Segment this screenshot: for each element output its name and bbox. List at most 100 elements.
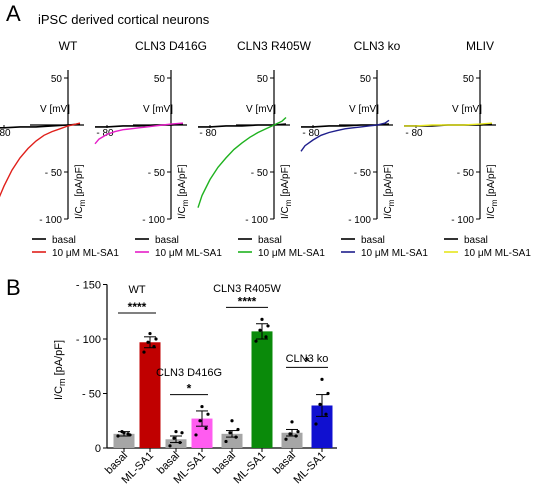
data-point [254, 339, 258, 343]
x-tick-label: - 80 [199, 128, 217, 139]
data-point [266, 324, 270, 328]
data-point [172, 436, 176, 440]
y-axis-label: I/Cm [pA/pF] [177, 164, 190, 219]
significance-label: **** [238, 294, 257, 308]
data-point [206, 412, 210, 416]
data-point [116, 434, 120, 438]
data-point [324, 412, 328, 416]
data-point [294, 434, 298, 438]
group-name: CLN3 R405W [213, 283, 281, 295]
panel-b-label: B [6, 275, 21, 300]
data-point [290, 420, 294, 424]
data-point [142, 350, 146, 354]
iv-panel-wt: WT 50 - 50 - 100 - 80 V [mV] I/Cm [pA/pF] basal… [0, 39, 119, 259]
y-tick-label: - 100 [348, 215, 371, 226]
y-axis-label: I/Cm [pA/pF] [383, 164, 396, 219]
data-point [178, 440, 182, 445]
x-tick-label: basal [271, 450, 298, 477]
data-point [168, 444, 172, 448]
bar [251, 331, 273, 448]
data-point [200, 404, 204, 409]
data-point [228, 431, 232, 435]
panel-title: CLN3 ko [354, 39, 401, 53]
ml-sa1-trace [197, 116, 287, 208]
data-point [154, 337, 158, 341]
data-point [122, 431, 126, 435]
iv-panel-mliv: MLIV 50 - 50 - 100 - 80 V [mV] I/Cm [pA/pF] bas… [404, 39, 531, 259]
data-point [258, 328, 262, 332]
group-name: WT [128, 284, 145, 296]
x-axis-label: V [mV] [40, 104, 70, 115]
data-point [296, 430, 300, 434]
x-tick-label: - 80 [96, 128, 114, 139]
iv-panel-cln3-r405w: CLN3 R405W 50 - 50 - 100 - 80 V [mV] I/Cm [pA/… [197, 39, 325, 259]
y-tick-label: 50 [463, 74, 475, 85]
data-point [148, 331, 152, 336]
data-point [264, 335, 268, 339]
iv-panel-cln3-d416g: CLN3 D416G 50 - 50 - 100 - 80 V [mV] I/Cm [pA/… [94, 39, 222, 259]
legend-treated-label: 10 μM ML-SA1 [155, 248, 222, 259]
significance-label: * [305, 354, 310, 368]
data-point [174, 430, 178, 434]
y-tick-label: - 50 [148, 168, 166, 179]
x-axis-label: V [mV] [246, 104, 276, 115]
data-point [314, 422, 318, 426]
x-axis-label: V [mV] [452, 104, 482, 115]
data-point [284, 437, 288, 441]
y-axis-label: I/Cm [pA/pF] [486, 164, 499, 219]
y-axis-label: I/Cm [pA/pF] [53, 340, 67, 400]
y-tick-label: 50 [154, 74, 166, 85]
group-name: CLN3 D416G [156, 367, 222, 379]
data-point [198, 419, 202, 423]
panel-title: CLN3 D416G [135, 39, 207, 53]
y-tick-label: - 50 [457, 168, 475, 179]
panel-a-label: A [6, 1, 21, 26]
y-tick-label: - 150 [76, 280, 101, 292]
y-tick-label: - 100 [245, 215, 268, 226]
ml-sa1-trace [404, 122, 493, 127]
y-tick-label: - 50 [45, 168, 63, 179]
legend-treated-label: 10 μM ML-SA1 [464, 248, 531, 259]
data-point [230, 419, 234, 423]
x-tick-label: ML-SA1 [292, 450, 329, 487]
x-axis-label: V [mV] [143, 104, 173, 115]
data-point [128, 433, 132, 437]
legend-treated-label: 10 μM ML-SA1 [361, 248, 428, 259]
y-tick-label: 50 [51, 74, 63, 85]
legend-treated-label: 10 μM ML-SA1 [258, 248, 325, 259]
y-tick-label: 50 [257, 74, 269, 85]
ml-sa1-trace [300, 119, 390, 152]
significance-label: * [187, 382, 192, 396]
x-tick-label: ML-SA1 [232, 450, 269, 487]
x-axis-label: V [mV] [349, 104, 379, 115]
y-tick-label: - 100 [76, 334, 101, 346]
y-tick-label: - 50 [82, 389, 101, 401]
data-point [288, 432, 292, 436]
x-tick-label: - 80 [405, 128, 423, 139]
data-point [234, 435, 238, 439]
basal-trace [0, 123, 81, 129]
legend-basal-label: basal [155, 235, 179, 246]
ml-sa1-trace [94, 122, 184, 145]
panel-title: CLN3 R405W [237, 39, 312, 53]
y-tick-label: - 100 [39, 215, 62, 226]
basal-trace [95, 123, 184, 128]
significance-label: **** [128, 300, 147, 314]
data-point [318, 402, 322, 406]
data-point [224, 439, 228, 444]
panel-title: WT [59, 39, 78, 53]
panel-title: MLIV [466, 39, 494, 53]
bar [139, 342, 161, 448]
y-tick-label: 50 [360, 74, 372, 85]
iv-curve-panels: WT 50 - 50 - 100 - 80 V [mV] I/Cm [pA/pF] basal… [0, 39, 531, 259]
panel-a-subtitle: iPSC derived cortical neurons [38, 12, 210, 27]
data-point [326, 391, 330, 396]
x-tick-label: - 80 [0, 128, 11, 139]
legend-basal-label: basal [361, 235, 385, 246]
legend-basal-label: basal [464, 235, 488, 246]
x-tick-label: - 80 [302, 128, 320, 139]
ml-sa1-trace [0, 122, 81, 198]
y-tick-label: - 50 [354, 168, 372, 179]
